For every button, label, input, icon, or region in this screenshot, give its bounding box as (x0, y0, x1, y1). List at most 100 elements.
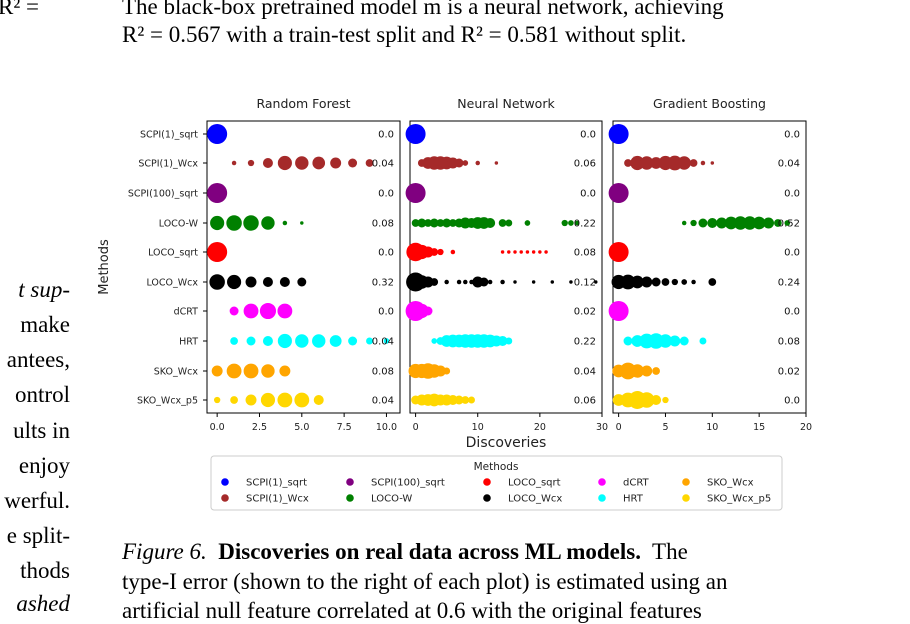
data-point (434, 365, 446, 377)
data-point (641, 365, 653, 377)
data-point (743, 216, 757, 230)
data-point (312, 334, 326, 348)
legend-marker (346, 494, 354, 502)
data-point (561, 219, 568, 227)
caption-line-2: type-I error (shown to the right of each… (122, 569, 728, 594)
data-point (497, 336, 508, 346)
legend-marker (221, 478, 229, 486)
data-point (724, 216, 738, 230)
data-point (630, 364, 645, 378)
data-point (279, 277, 290, 287)
data-point (246, 336, 256, 346)
type1-error-label: 0.06 (574, 396, 596, 407)
data-point (207, 242, 228, 262)
legend-entry: SCPI(100)_sqrt (371, 478, 445, 489)
data-point (277, 303, 293, 319)
data-point (294, 392, 310, 408)
panel-1: Random Forest 0.0 2.5 5.0 7.5 10.0 0.0 0.04 0.0 0… (206, 96, 401, 433)
data-point (574, 220, 580, 226)
data-point (423, 306, 433, 316)
data-point (524, 220, 531, 226)
data-point (691, 279, 696, 285)
x-tick-label: 2.5 (252, 422, 267, 433)
data-point (243, 215, 259, 231)
data-point (630, 155, 645, 171)
left-column-line: werful. (4, 488, 70, 513)
data-point (485, 218, 496, 228)
data-point (454, 158, 464, 168)
type1-error-label: 0.04 (778, 159, 800, 170)
data-point (507, 250, 511, 254)
data-point (698, 218, 708, 228)
type1-error-label: 0.02 (574, 307, 596, 318)
left-column-line: t sup- (18, 277, 70, 302)
legend: Methods SCPI(1)_sqrt SCPI(1)_Wcx SCPI(100)_… (210, 455, 783, 511)
data-point (231, 160, 237, 166)
data-point (500, 250, 505, 254)
type1-error-label: 0.08 (574, 248, 596, 259)
data-point (417, 218, 427, 228)
legend-marker (346, 478, 354, 486)
data-point (651, 395, 662, 405)
data-point (330, 157, 342, 169)
data-point (690, 219, 697, 227)
method-label: SKO_Wcx (154, 367, 199, 378)
type1-error-label: 0.0 (784, 396, 800, 407)
legend-marker (682, 494, 690, 502)
data-point (405, 124, 426, 144)
data-point (479, 277, 489, 287)
data-point (431, 338, 438, 344)
method-label: SCPI(100)_sqrt (128, 189, 198, 200)
data-point (262, 277, 273, 287)
data-point (513, 280, 517, 284)
data-point (494, 161, 499, 165)
data-point (383, 338, 390, 344)
type1-error-label: 0.0 (784, 248, 800, 259)
type1-error-label: 0.04 (372, 396, 394, 407)
method-label: SKO_Wcx_p5 (137, 396, 198, 407)
legend-entry: SCPI(1)_Wcx (246, 494, 309, 505)
type1-error-label: 0.04 (574, 367, 596, 378)
data-point (411, 219, 420, 227)
data-point (422, 246, 434, 258)
data-point (641, 276, 653, 288)
panel-frame (206, 120, 401, 414)
data-point (677, 156, 691, 170)
caption-line-3: artificial null feature correlated at 0.… (122, 598, 702, 623)
left-equation-fragment: R² = (0, 0, 39, 19)
data-point (277, 155, 292, 171)
caption-line1-rest: The (652, 539, 688, 564)
type1-error-label: 0.0 (580, 189, 596, 200)
data-point (366, 337, 373, 345)
type1-error-label: 0.04 (372, 337, 394, 348)
data-point (243, 363, 259, 379)
data-point (211, 365, 223, 377)
data-point (568, 220, 574, 226)
panel-3: Gradient Boosting 0 5 10 15 20 0.0 0.04 0.0 0.52 0… (608, 96, 812, 433)
data-point (652, 367, 660, 375)
type1-error-label: 0.0 (784, 130, 800, 141)
panel-title: Random Forest (256, 96, 350, 111)
legend-entry: LOCO_Wcx (508, 494, 562, 505)
data-point (679, 336, 689, 346)
caption-line-1: Figure 6. Discoveries on real data acros… (122, 538, 688, 565)
data-point (624, 159, 632, 167)
data-point (312, 156, 326, 170)
data-point (213, 396, 221, 404)
data-point (424, 219, 432, 227)
data-point (207, 183, 228, 203)
method-label: LOCO_Wcx (146, 278, 198, 289)
method-label: SCPI(1)_Wcx (138, 159, 198, 170)
data-point (300, 221, 304, 225)
data-point (620, 274, 636, 290)
type1-error-label: 0.0 (784, 307, 800, 318)
data-point (531, 280, 536, 284)
x-tick-label: 5.0 (294, 422, 309, 433)
data-point (689, 159, 698, 167)
data-point (550, 280, 555, 284)
type1-error-label: 0.22 (574, 219, 596, 230)
legend-marker (483, 494, 491, 502)
data-point (623, 336, 633, 346)
data-point (247, 159, 255, 167)
data-point (640, 156, 654, 170)
